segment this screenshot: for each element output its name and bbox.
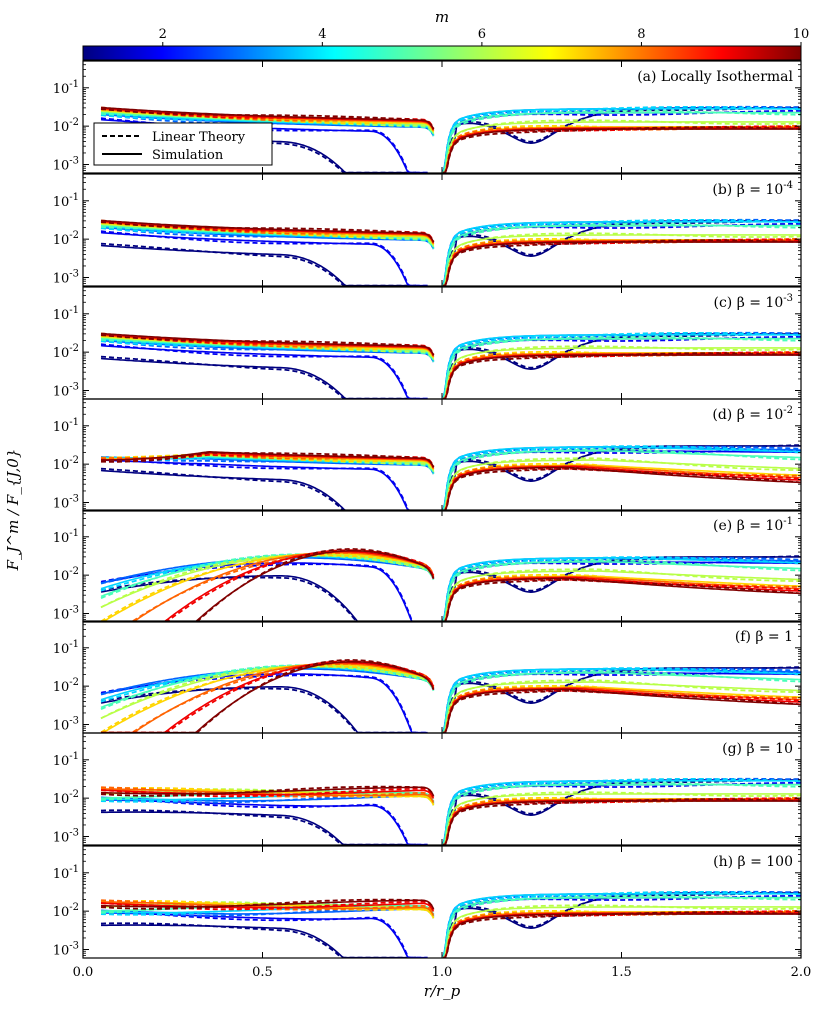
simulation-line-m4 [100, 221, 801, 286]
y-tick-label: 10-1 [53, 192, 79, 210]
y-tick-label: 10-2 [53, 566, 79, 584]
linear-theory-line-m5 [101, 448, 801, 511]
panel-label: (d) β = 10-2 [712, 405, 793, 423]
panel-b: 10-1 10-2 10-3 (b) β = 10-4 [53, 173, 802, 287]
x-tick-label: 0.5 [252, 965, 273, 980]
simulation-line-m5 [100, 224, 801, 286]
simulation-line-m6 [100, 336, 801, 399]
y-tick-label: 10-1 [53, 639, 79, 657]
axes: 0.0 0.5 1.0 1.5 2.0 r/r_p F_J^m / F_{J,0} [4, 449, 811, 1000]
y-tick-label: 10-1 [53, 751, 79, 769]
panel-c: 10-1 10-2 10-3 (c) β = 10-3 [53, 286, 802, 400]
x-tick-label: 0.0 [73, 965, 94, 980]
simulation-line-m10 [100, 332, 801, 399]
simulation-line-m10 [100, 219, 801, 286]
colorbar-tick-label: 8 [637, 27, 645, 42]
colorbar-tick-label: 2 [159, 27, 167, 42]
panel-curves [100, 777, 801, 845]
y-tick-label: 10-3 [53, 715, 79, 733]
y-tick-label: 10-3 [53, 268, 79, 286]
y-tick-label: 10-3 [53, 827, 79, 845]
y-tick-label: 10-2 [53, 343, 79, 361]
y-tick-label: 10-2 [53, 677, 79, 695]
panel-d: 10-1 10-2 10-3 (d) β = 10-2 [53, 398, 802, 512]
panel-label: (h) β = 100 [713, 854, 793, 870]
simulation-line-m5 [100, 111, 801, 173]
legend: Linear Theory Simulation [93, 122, 273, 166]
colorbar-label: m [435, 8, 449, 26]
panel-label: (g) β = 10 [722, 741, 793, 757]
y-tick-label: 10-3 [53, 155, 79, 173]
panel-f: 10-1 10-2 10-3 (f) β = 1 [53, 620, 802, 734]
y-tick-label: 10-3 [53, 604, 79, 622]
y-tick-label: 10-2 [53, 230, 79, 248]
x-axis-label: r/r_p [424, 982, 461, 1000]
panel-label: (a) Locally Isothermal [637, 69, 793, 85]
panel-e: 10-1 10-2 10-3 (e) β = 10-1 [53, 509, 802, 623]
colorbar-tick-label: 10 [793, 27, 810, 42]
y-tick-label: 10-1 [53, 79, 79, 97]
linear-theory-line-m5 [100, 336, 801, 399]
colorbar-tick-label: 6 [478, 27, 486, 42]
y-tick-label: 10-1 [53, 864, 79, 882]
panel-label: (f) β = 1 [735, 629, 793, 645]
y-tick-label: 10-3 [53, 381, 79, 399]
y-tick-label: 10-2 [53, 902, 79, 920]
linear-theory-line-m3 [100, 445, 801, 511]
panel-curves [100, 331, 801, 399]
x-tick-label: 2.0 [791, 965, 812, 980]
simulation-line-m10 [100, 899, 801, 958]
panel-g: 10-1 10-2 10-3 (g) β = 10 [53, 732, 802, 846]
x-tick-label: 1.0 [432, 965, 453, 980]
panel-curves [100, 548, 801, 622]
panel-curves [100, 659, 801, 733]
y-tick-label: 10-3 [53, 940, 79, 958]
panel-curves [100, 218, 801, 286]
panel-curves [100, 890, 801, 958]
y-tick-label: 10-1 [53, 305, 79, 323]
linear-theory-line-m5 [100, 895, 801, 958]
linear-theory-line-m5 [100, 223, 801, 286]
simulation-line-m10 [100, 786, 801, 845]
simulation-line-m10 [101, 450, 801, 511]
legend-box [93, 122, 273, 166]
simulation-line-m6 [100, 223, 801, 286]
y-tick-label: 10-2 [53, 117, 79, 135]
simulation-line-m5 [100, 337, 801, 399]
linear-theory-line-m5 [100, 110, 801, 173]
panel-label: (b) β = 10-4 [712, 180, 793, 198]
panel-label: (c) β = 10-3 [713, 293, 793, 311]
x-tick-label: 1.5 [611, 965, 632, 980]
y-tick-label: 10-2 [53, 789, 79, 807]
simulation-line-m10 [100, 106, 801, 173]
y-tick-label: 10-1 [53, 528, 79, 546]
y-axis-label: F_J^m / F_{J,0} [4, 449, 22, 572]
colorbar: 2 4 6 8 10 m [82, 8, 810, 61]
y-tick-label: 10-2 [53, 455, 79, 473]
simulation-line-m6 [100, 110, 801, 173]
colorbar-tick-label: 4 [318, 27, 326, 42]
panel-curves [100, 444, 801, 511]
simulation-line-m4 [100, 108, 801, 173]
panel-h: 10-1 10-2 10-3 (h) β = 100 [53, 845, 802, 959]
simulation-line-m4 [100, 334, 801, 399]
colorbar-bar [82, 45, 802, 61]
y-tick-label: 10-1 [53, 417, 79, 435]
legend-label: Linear Theory [152, 130, 246, 145]
linear-theory-line-m5 [100, 782, 801, 845]
y-tick-label: 10-3 [53, 493, 79, 511]
legend-label: Simulation [152, 148, 224, 163]
panels: 10-110-210-3(a) Locally Isothermal10-110… [53, 60, 802, 959]
panel-label: (e) β = 10-1 [713, 516, 793, 534]
